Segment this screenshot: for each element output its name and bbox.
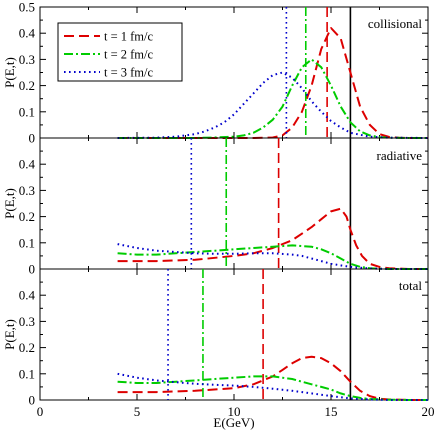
legend-label: t = 1 fm/c <box>104 30 154 44</box>
panel-frame <box>39 137 429 270</box>
legend: t = 1 fm/c t = 2 fm/c t = 3 fm/c <box>57 22 183 82</box>
y-tick-label: 0.4 <box>19 157 36 172</box>
series-line <box>117 71 429 139</box>
y-tick-label: 0.3 <box>19 183 35 198</box>
y-tick-label: 0.2 <box>19 340 35 355</box>
y-tick-label: 0.5 <box>19 0 35 15</box>
y-tick-label: 0.1 <box>19 235 35 250</box>
series-line <box>117 243 428 270</box>
legend-label: t = 2 fm/c <box>104 48 154 62</box>
y-tick-label: 0 <box>29 393 36 408</box>
x-tick-label: 5 <box>134 404 141 419</box>
series-line <box>117 372 428 401</box>
y-tick-label: 0.1 <box>19 366 35 381</box>
y-axis-title: P(E,t) <box>2 57 17 88</box>
series-line <box>117 375 428 401</box>
legend-label: t = 3 fm/c <box>104 66 154 80</box>
series-line <box>117 58 428 139</box>
panel-label: collisional <box>368 16 423 31</box>
y-axis-title: P(E,t) <box>2 319 17 350</box>
y-tick-label: 0.4 <box>19 288 36 303</box>
y-tick-label: 0 <box>29 131 36 146</box>
panels-layer: 0 0.1 0.2 0.3 0.4 0.5 P(E,t) collisional 0 0.1 0.2… <box>2 0 435 419</box>
series-line <box>117 355 428 401</box>
x-tick-label: 10 <box>228 404 241 419</box>
legend-box <box>57 22 183 82</box>
x-tick-label: 0 <box>37 404 44 419</box>
y-axis-title: P(E,t) <box>2 188 17 219</box>
x-axis-title: E(GeV) <box>213 415 254 430</box>
y-tick-label: 0.1 <box>19 104 35 119</box>
y-tick-label: 0.3 <box>19 314 35 329</box>
panel-label: radiative <box>377 148 423 163</box>
x-tick-label: 15 <box>325 404 338 419</box>
y-tick-label: 0.3 <box>19 52 35 67</box>
y-tick-label: 0.2 <box>19 78 35 93</box>
x-tick-label: 20 <box>422 404 435 419</box>
panel-total: 0 0.1 0.2 0.3 0.4 P(E,t) total <box>2 268 429 408</box>
series-line <box>117 207 428 270</box>
panel-radiative: 0 0.1 0.2 0.3 0.4 P(E,t) radiative <box>2 137 429 277</box>
panel-label: total <box>399 278 422 293</box>
panel-frame <box>39 268 429 401</box>
y-tick-label: 0.4 <box>19 26 36 41</box>
y-tick-label: 0.2 <box>19 209 35 224</box>
y-tick-label: 0 <box>29 262 36 277</box>
